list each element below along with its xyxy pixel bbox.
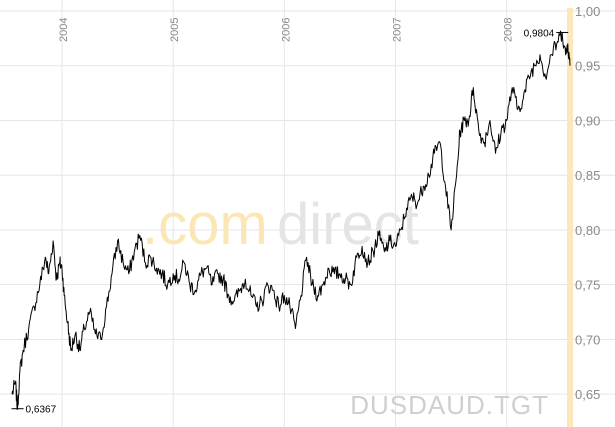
y-axis-ticks: 0,65 0,70 0,75 0,80 0,85 0,90 0,95 1,00 bbox=[575, 4, 600, 402]
annotations: 0,9804 0,6367 bbox=[11, 28, 569, 416]
x-tick-label-2004: 2004 bbox=[58, 18, 70, 42]
y-tick-label-3: 0,80 bbox=[575, 223, 600, 238]
ticker-label: DUSDAUD.TGT bbox=[350, 390, 549, 420]
y-tick-label-4: 0,85 bbox=[575, 168, 600, 183]
x-tick-label-2008: 2008 bbox=[503, 18, 515, 42]
current-price-bar bbox=[567, 8, 573, 427]
watermark-part1: .com bbox=[142, 192, 268, 257]
watermark: .com direct bbox=[142, 192, 419, 257]
watermark-part2: direct bbox=[277, 192, 419, 257]
annotation-high: 0,9804 bbox=[524, 28, 555, 39]
y-tick-label-1: 0,70 bbox=[575, 332, 600, 347]
price-line bbox=[11, 30, 571, 410]
x-tick-label-2005: 2005 bbox=[169, 18, 181, 42]
y-tick-label-7: 1,00 bbox=[575, 4, 600, 19]
y-tick-label-2: 0,75 bbox=[575, 278, 600, 293]
x-tick-label-2007: 2007 bbox=[391, 18, 403, 42]
x-axis-ticks: 2004 2005 2006 2007 2008 bbox=[58, 18, 515, 42]
y-tick-label-6: 0,95 bbox=[575, 59, 600, 74]
y-tick-label-0: 0,65 bbox=[575, 387, 600, 402]
annotation-low: 0,6367 bbox=[26, 405, 57, 416]
x-tick-label-2006: 2006 bbox=[280, 18, 292, 42]
y-tick-label-5: 0,90 bbox=[575, 113, 600, 128]
